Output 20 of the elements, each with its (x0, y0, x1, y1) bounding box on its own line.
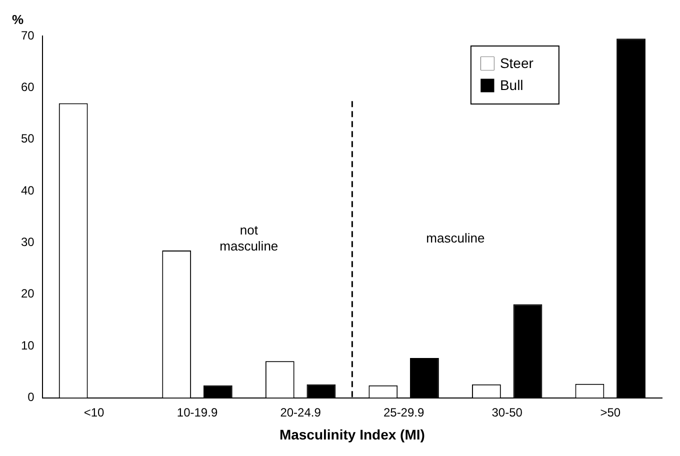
y-tick-label: 50 (20, 132, 35, 146)
annotation: not masculine (220, 222, 278, 254)
y-tick-label: 40 (20, 183, 35, 198)
x-tick-label: 10-19.9 (176, 405, 218, 420)
legend-label: Bull (500, 76, 524, 93)
x-tick-label: 30-50 (492, 405, 523, 420)
y-tick-label: 0 (28, 390, 35, 404)
y-tick-label: 60 (20, 80, 35, 94)
x-tick-label: <10 (84, 405, 104, 420)
y-tick-label: 10 (20, 338, 35, 352)
annotation: masculine (426, 230, 485, 246)
y-tick-label: 30 (20, 235, 35, 250)
y-tick-label: 70 (20, 28, 35, 42)
x-tick-label: 20-24.9 (280, 405, 322, 420)
x-tick-label: >50 (600, 405, 621, 420)
y-axis-title: % (12, 12, 24, 27)
y-tick-label: 20 (20, 286, 35, 301)
x-axis-title: Masculinity Index (MI) (279, 426, 425, 442)
x-tick-label: 25-29.9 (383, 405, 424, 420)
legend-label: Steer (500, 54, 534, 71)
